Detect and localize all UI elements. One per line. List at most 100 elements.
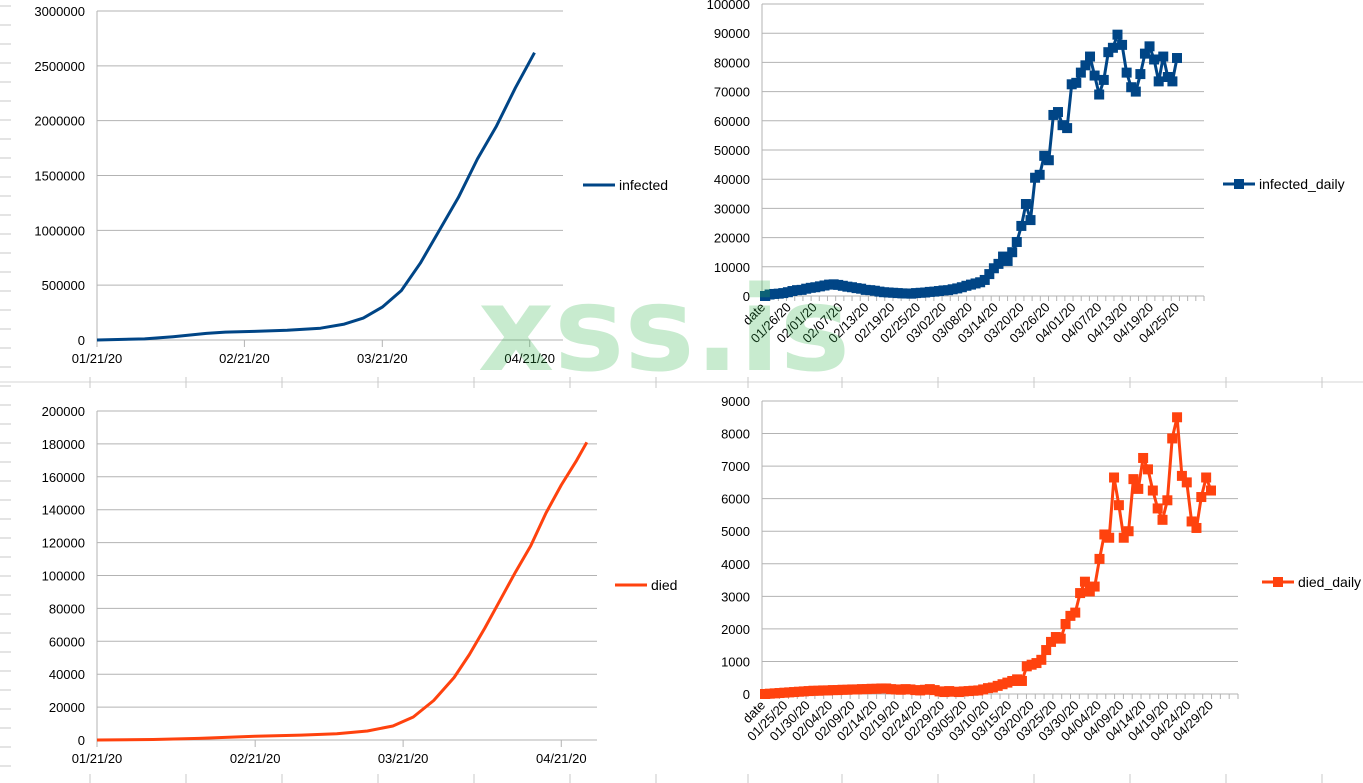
y-tick-label: 8000 [721,427,750,442]
y-tick-label: 4000 [721,557,750,572]
y-tick-label: 50000 [714,143,750,158]
data-point [1052,107,1063,118]
data-point [1167,76,1178,87]
data-point [1167,433,1178,444]
y-tick-label: 100000 [707,0,750,12]
data-point [1138,452,1149,463]
y-tick-label: 6000 [721,492,750,507]
data-point [1079,576,1090,587]
data-point [1094,553,1105,564]
chart-died[interactable]: 0 20000 40000 60000 80000 100000 120000 140000 1… [42,404,678,766]
data-point [1025,215,1036,226]
y-tick-label: 5000 [721,524,750,539]
y-tick-label: 1000 [721,654,750,669]
data-point [1034,169,1045,180]
legend-label: died_daily [1298,574,1361,590]
data-point [1128,474,1139,485]
data-point [1007,247,1018,258]
data-point [1157,514,1168,525]
legend-infected: infected [583,177,668,193]
data-point [1153,76,1164,87]
data-point [1121,67,1132,78]
data-point [1149,54,1160,65]
data-point [993,258,1004,269]
y-tick-label: 3000000 [34,4,85,19]
y-tick-label: 20000 [49,700,85,715]
data-point [1002,255,1013,266]
data-point [1075,588,1086,599]
data-point [1191,522,1202,533]
y-tick-label: 3000 [721,589,750,604]
y-tick-label: 2500000 [34,59,85,74]
y-tick-label: 2000 [721,622,750,637]
data-point [1152,503,1163,514]
data-point [1060,619,1071,630]
watermark-text: xss.is [478,260,850,398]
data-point [1043,155,1054,166]
data-point [1070,607,1081,618]
x-tick-label: 03/21/20 [357,351,408,366]
y-tick-label: 100000 [42,569,85,584]
x-tick-label: 01/21/20 [72,751,123,766]
y-tick-label: 500000 [42,278,85,293]
y-tick-label: 7000 [721,459,750,474]
data-point [1085,51,1096,62]
legend-marker [1234,179,1244,189]
data-point [1062,123,1073,134]
data-point [1089,581,1100,592]
data-point [1020,199,1031,210]
data-point [1162,495,1173,506]
data-point [1176,470,1187,481]
sheet-decoration [0,5,1363,783]
legend-infected_daily: infected_daily [1223,176,1345,192]
y-tick-label: 40000 [49,667,85,682]
y-tick-label: 30000 [714,201,750,216]
data-point [1130,86,1141,97]
data-point [1172,412,1183,423]
x-tick-label: 02/21/20 [219,351,270,366]
y-tick-label: 0 [78,733,85,748]
data-point [1016,675,1027,686]
y-tick-label: 10000 [714,260,750,275]
y-tick-label: 140000 [42,503,85,518]
y-tick-label: 0 [743,687,750,702]
y-tick-label: 1000000 [34,223,85,238]
chart-infected[interactable]: 0 500000 1000000 1500000 2000000 2500000 30000… [34,4,668,366]
x-tick-label: 02/21/20 [230,751,281,766]
data-point [1094,89,1105,100]
data-point [1080,60,1091,71]
y-tick-label: 80000 [714,55,750,70]
x-tick-label: 03/21/20 [378,751,429,766]
data-point [1181,477,1192,488]
y-tick-label: 9000 [721,394,750,409]
y-tick-label: 200000 [42,404,85,419]
y-tick-label: 1500000 [34,169,85,184]
data-point [1172,53,1182,64]
data-point [1135,69,1146,80]
data-point [1071,77,1082,88]
x-tick-label: 04/21/20 [536,751,587,766]
legend-label: infected_daily [1259,176,1345,192]
legend-label: infected [619,177,668,193]
data-point [1142,464,1153,475]
data-point [1089,70,1100,81]
data-point [1118,532,1129,543]
data-point [1123,526,1134,537]
data-point [984,269,995,280]
data-point [1075,67,1086,78]
data-point [1107,42,1118,53]
y-tick-label: 60000 [49,634,85,649]
y-tick-label: 120000 [42,536,85,551]
chart-died-daily[interactable]: 0100020003000400050006000700080009000dat… [721,394,1361,744]
legend-died_daily: died_daily [1262,574,1361,590]
y-tick-label: 40000 [714,172,750,187]
series-line-infected [96,51,536,342]
data-point [1104,532,1115,543]
data-point [1113,500,1124,511]
series-line-infected_daily [764,33,1179,298]
data-point [1139,48,1150,59]
y-tick-label: 0 [78,333,85,348]
data-point [1117,39,1128,50]
data-point [1098,74,1109,85]
